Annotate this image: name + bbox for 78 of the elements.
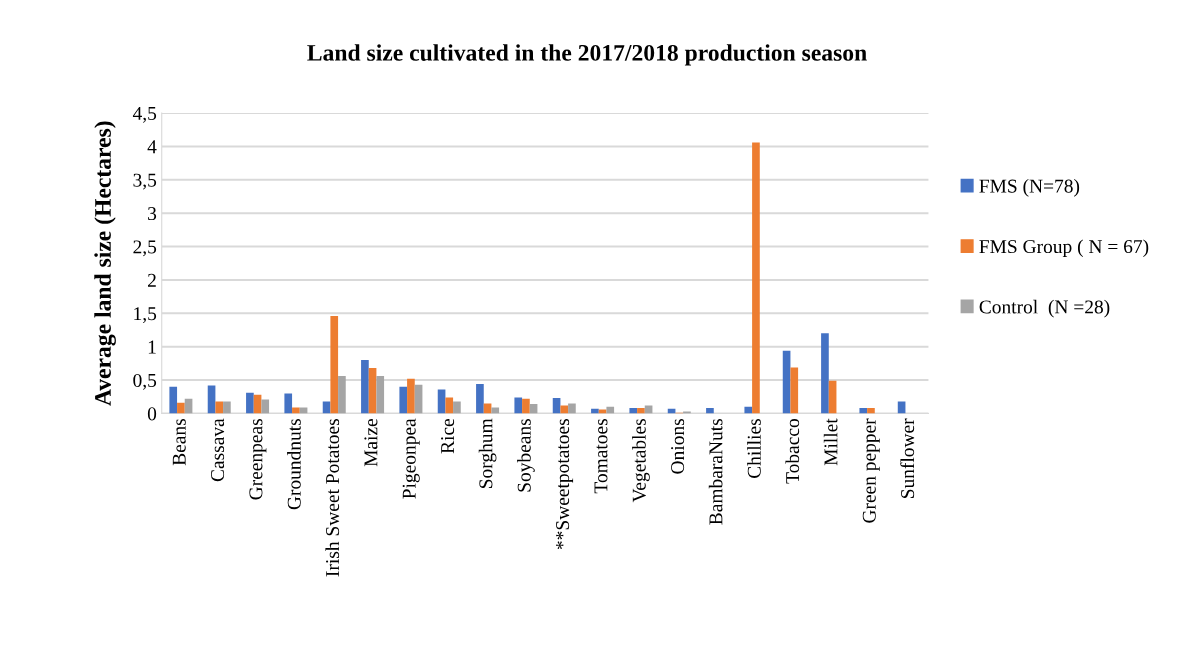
bar [223,401,231,414]
bar [407,378,415,414]
y-tick-label: 4 [147,140,157,154]
bar [453,401,461,414]
bar [706,408,714,414]
x-tick-label: Maize [364,418,378,467]
y-tick-label: 0 [147,407,157,421]
bar [683,411,691,414]
x-tick-label: Onions [671,419,685,474]
bar [215,401,224,414]
x-tick-label: Greenpeas [249,419,267,500]
bar [292,407,300,414]
x-tick-label: Soybeans [517,419,535,492]
bar [483,403,492,414]
y-tick-label: 3 [148,207,157,221]
bar [322,401,331,414]
y-tick-label: 4,5 [132,107,157,123]
bar [338,376,346,414]
bar [491,407,500,414]
bar [361,360,369,414]
x-tick-label: Millet [823,418,838,466]
bar [445,397,454,414]
bar [177,402,185,414]
bar [299,407,308,414]
bar [522,398,530,414]
bar [821,333,829,414]
x-tick-label: Sunflower [900,418,915,499]
x-tick-label: BambaraNuts [708,419,723,525]
x-tick-label: Pigeonpea [402,418,420,499]
y-tick-label: 1 [148,340,156,354]
x-tick-label: Cassava [211,418,225,482]
bar [859,408,868,414]
legend-label: FMS (N=78) [979,179,1080,197]
bar [207,385,216,414]
bar [744,406,753,414]
bar [376,376,385,414]
y-tick-label: 0,5 [133,373,157,390]
legend-label: FMS Group ( N = 67) [979,239,1149,258]
bar [399,386,408,414]
y-tick-label: 1,5 [134,307,157,324]
bar [560,405,569,414]
chart-title: Land size cultivated in the 2017/2018 production season [307,44,867,66]
legend-label: Control (N =28) [979,299,1110,318]
bar [368,368,377,414]
bar [637,408,645,414]
bar [752,142,760,414]
x-tick-label: Rice [441,418,455,454]
bar [514,397,523,414]
bar [261,399,270,414]
y-tick-label: 3,5 [133,173,157,190]
x-tick-label: Tomatoes [594,419,608,494]
x-tick-label: Chillies [747,419,761,478]
x-tick-label: Vegetables [632,419,650,503]
bar [790,367,799,414]
bar [568,403,576,414]
bar [644,405,653,414]
bar [897,401,906,414]
bar [437,389,446,414]
bar [476,384,484,414]
bar [629,408,638,414]
x-tick-label: **Sweetpotatoes [556,419,574,550]
bar [867,408,875,414]
bar [598,409,607,414]
y-tick-label: 2 [148,273,156,287]
x-tick-label: Sorghum [478,418,497,488]
y-axis-title: Average land size (Hectares) [94,121,116,406]
bar [782,350,791,414]
bar [606,406,615,414]
bar [169,386,178,414]
x-tick-label: Tobacco [785,419,800,484]
y-tick-label: 2,5 [133,240,157,257]
x-tick-label: Groundnuts [287,419,301,510]
x-tick-label: Green pepper [862,418,880,523]
bar [330,315,339,414]
bar [284,393,293,414]
x-tick-label: Beans [172,419,186,466]
bar [246,392,254,414]
x-tick-label: Irish Sweet Potatoes [325,419,340,577]
